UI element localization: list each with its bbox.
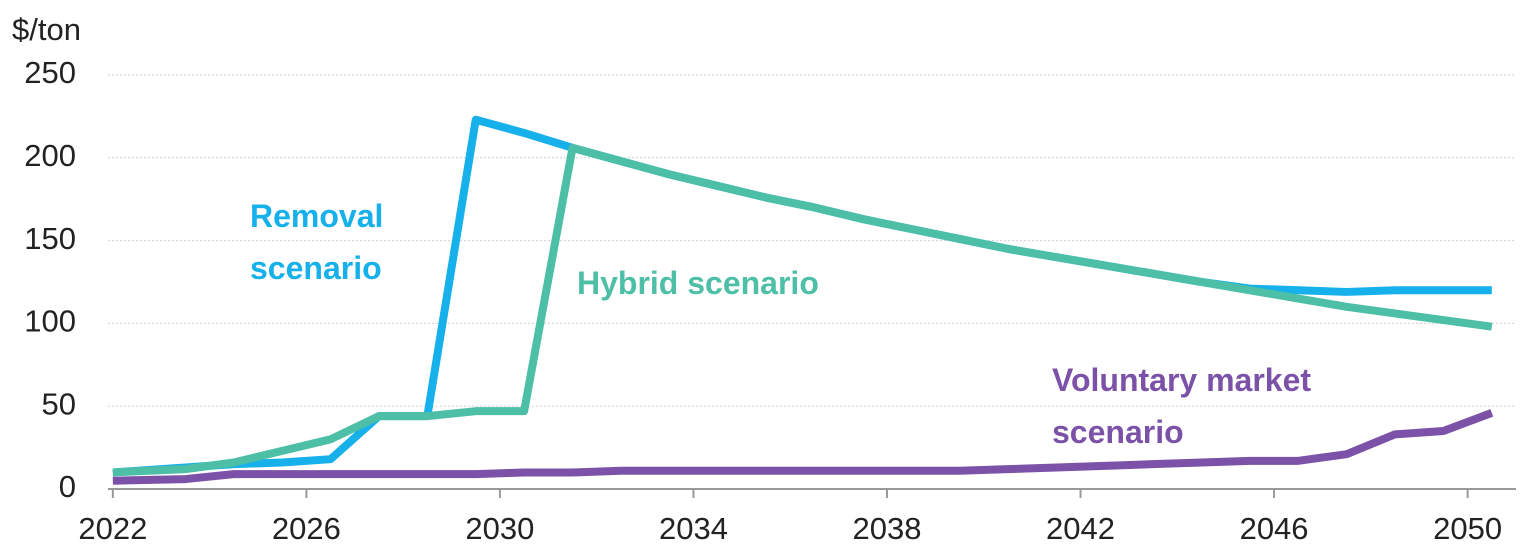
series-label: Voluntary market scenario [1052, 362, 1312, 450]
line-series [112, 409, 1494, 485]
x-tick-label: 2034 [659, 511, 728, 546]
series-label: Removal scenario [250, 198, 384, 286]
y-axis-label: $/ton [12, 12, 81, 47]
y-tick-label: 200 [24, 138, 76, 173]
x-tick-label: 2026 [272, 511, 341, 546]
x-tick-label: 2022 [78, 511, 147, 546]
line-series [112, 143, 1493, 477]
x-tick-label: 2050 [1433, 511, 1502, 546]
y-tick-label: 100 [24, 304, 76, 339]
x-tick-label: 2030 [465, 511, 534, 546]
x-tick-label: 2038 [853, 511, 922, 546]
y-tick-label: 250 [24, 55, 76, 90]
y-tick-label: 50 [42, 386, 76, 421]
x-tick-label: 2042 [1046, 511, 1115, 546]
x-tick-label: 2046 [1240, 511, 1309, 546]
series-label: Hybrid scenario [577, 265, 819, 301]
y-tick-label: 0 [59, 469, 76, 504]
y-tick-label: 150 [24, 221, 76, 256]
